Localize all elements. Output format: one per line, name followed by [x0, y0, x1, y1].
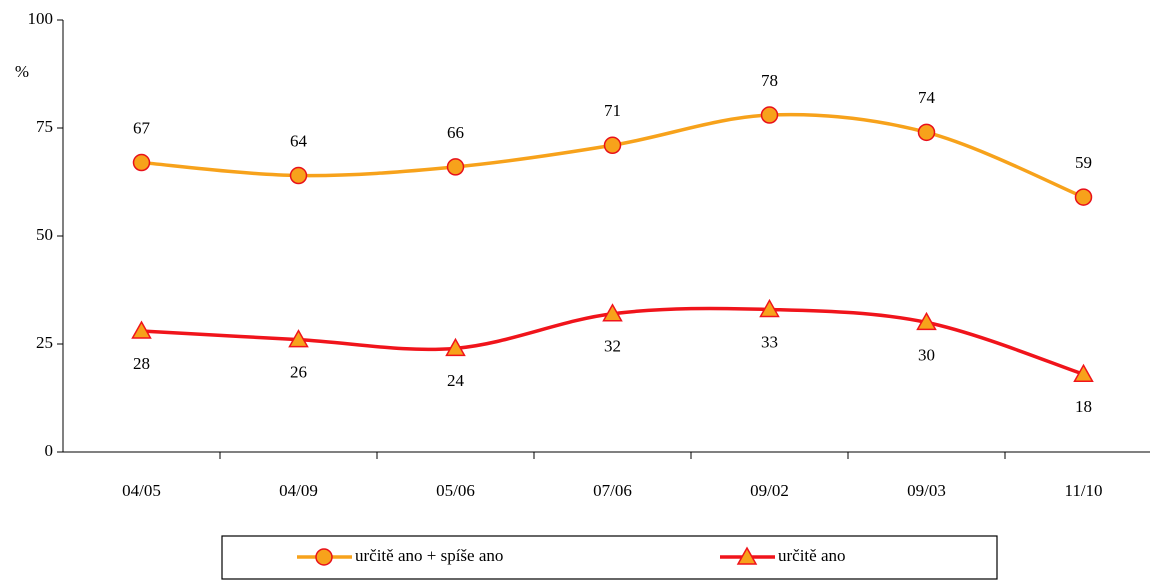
- marker: [289, 166, 308, 185]
- data-label: 33: [761, 332, 778, 351]
- data-label: 67: [133, 118, 151, 137]
- line: [141, 112, 1085, 199]
- x-tick-label: 11/10: [1064, 481, 1102, 500]
- data-label: 32: [604, 337, 621, 356]
- data-label: 18: [1075, 397, 1092, 416]
- data-label: 59: [1075, 153, 1092, 172]
- marker: [917, 123, 936, 142]
- data-label: 26: [290, 363, 307, 382]
- data-label: 24: [447, 371, 465, 390]
- marker: [446, 158, 465, 176]
- marker: [1074, 188, 1093, 206]
- x-tick-label: 05/06: [436, 481, 475, 500]
- marker: [131, 320, 152, 339]
- y-axis-label: %: [15, 62, 29, 81]
- x-tick-label: 04/05: [122, 481, 161, 500]
- x-tick-label: 09/03: [907, 481, 946, 500]
- y-tick-label: 100: [28, 9, 54, 28]
- x-tick-label: 07/06: [593, 481, 632, 500]
- legend-box: [221, 535, 998, 580]
- data-label: 28: [133, 354, 150, 373]
- data-label: 74: [918, 88, 936, 107]
- data-label: 71: [604, 101, 621, 120]
- legend-marker: [736, 546, 758, 565]
- marker: [602, 303, 623, 322]
- data-label: 66: [447, 123, 464, 142]
- y-tick-label: 25: [36, 333, 53, 352]
- data-label: 78: [761, 71, 778, 90]
- legend-label: určitě ano + spíše ano: [355, 546, 503, 565]
- marker: [759, 298, 780, 318]
- y-tick-label: 75: [36, 117, 53, 136]
- x-tick-label: 04/09: [279, 481, 318, 500]
- legend-marker: [315, 548, 333, 566]
- marker: [916, 311, 937, 331]
- marker: [132, 153, 151, 172]
- marker: [1073, 363, 1094, 382]
- marker: [288, 329, 309, 348]
- y-tick-label: 50: [36, 225, 53, 244]
- marker: [603, 136, 622, 155]
- x-tick-label: 09/02: [750, 481, 789, 500]
- data-label: 30: [918, 345, 935, 364]
- marker: [760, 106, 779, 124]
- y-tick-label: 0: [45, 441, 54, 460]
- legend-label: určitě ano: [778, 546, 846, 565]
- data-label: 64: [290, 131, 308, 150]
- marker: [445, 337, 466, 357]
